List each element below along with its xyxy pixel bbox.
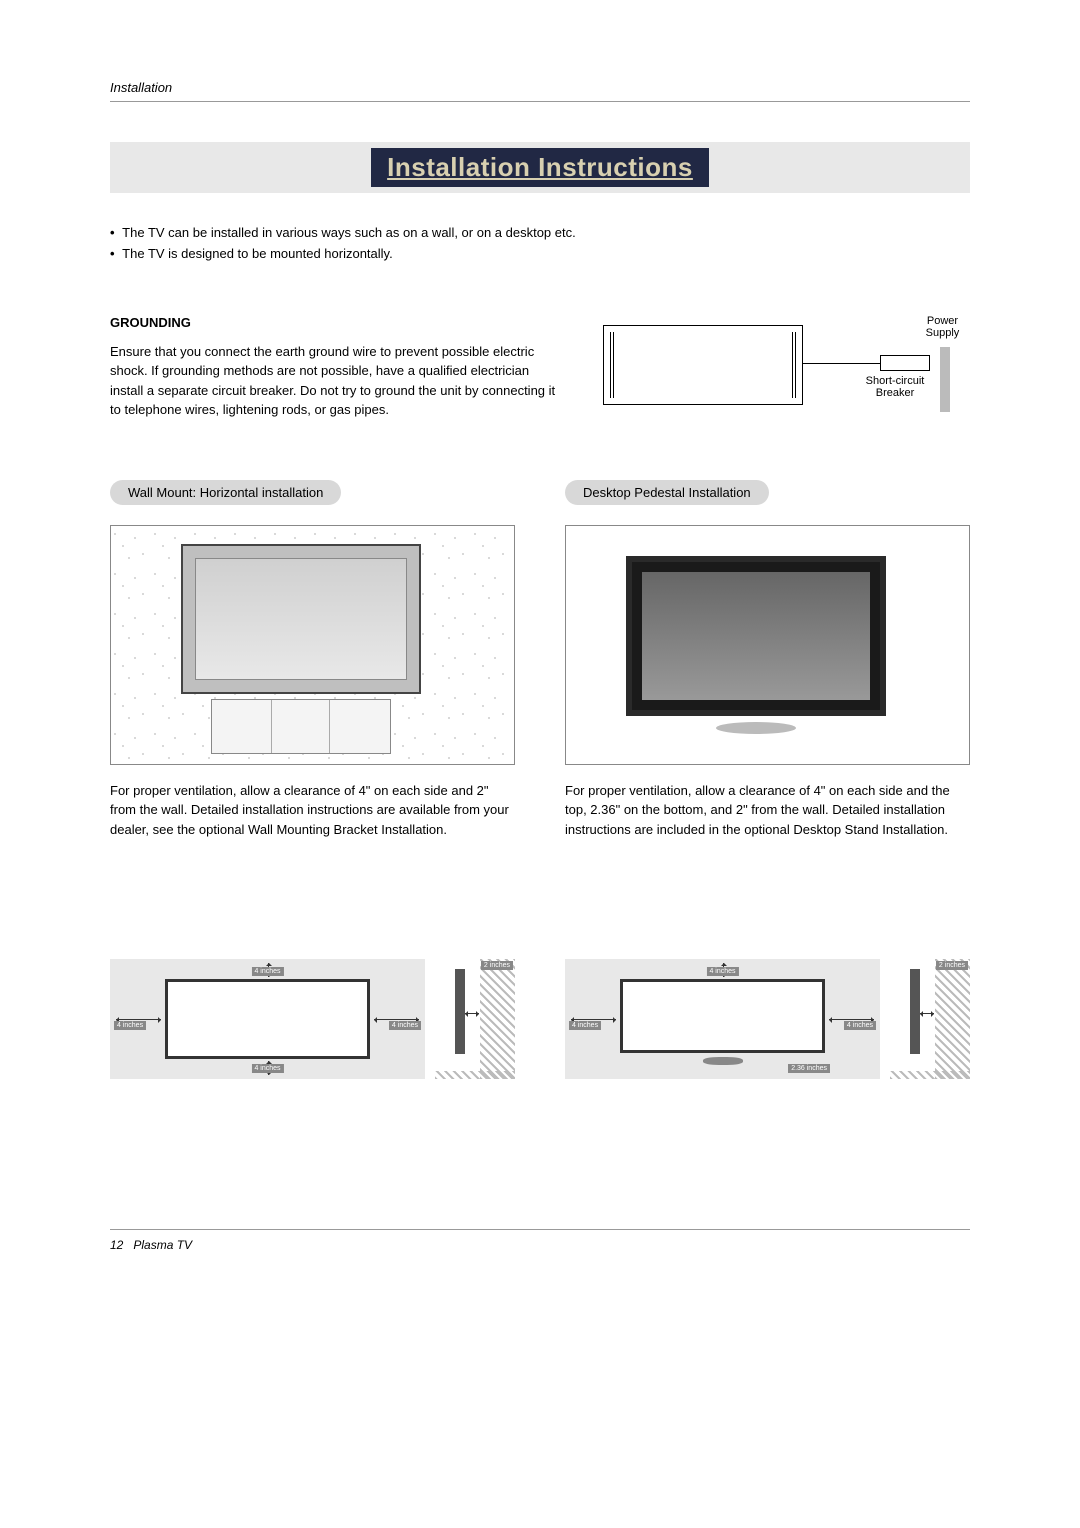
desk-stand-icon — [716, 722, 796, 734]
desktop-clearance-front: 4 inches 4 inches 4 inches 2.36 inches — [565, 959, 880, 1079]
clearance-label-left: 4 inches — [114, 1021, 146, 1030]
floor-hatch-icon — [435, 1071, 515, 1079]
wall-mount-illustration — [110, 525, 515, 765]
wall-clearance-diagram: 4 inches 4 inches 4 inches 4 inches 2 in… — [110, 959, 515, 1079]
grounding-text-block: GROUNDING Ensure that you connect the ea… — [110, 315, 563, 420]
arrow-icon — [116, 1019, 161, 1020]
page-footer: 12 Plasma TV — [110, 1238, 970, 1252]
wall-clearance-side: 2 inches — [445, 959, 515, 1079]
clearance-label-top: 4 inches — [251, 967, 283, 976]
intro-bullets: The TV can be installed in various ways … — [110, 223, 970, 265]
arrow-icon — [374, 1019, 419, 1020]
clearance-tv-icon — [165, 979, 370, 1059]
arrow-icon — [920, 1013, 934, 1014]
clearance-diagrams-row: 4 inches 4 inches 4 inches 4 inches 2 in… — [110, 959, 970, 1079]
arrow-icon — [465, 1013, 479, 1014]
install-methods-row: Wall Mount: Horizontal installation For … — [110, 480, 970, 840]
footer-divider — [110, 1229, 970, 1230]
clearance-label-top: 4 inches — [706, 967, 738, 976]
desk-tv-icon — [626, 556, 886, 716]
power-supply-bar — [940, 347, 950, 412]
desktop-pill: Desktop Pedestal Installation — [565, 480, 769, 505]
desktop-column: Desktop Pedestal Installation For proper… — [565, 480, 970, 840]
wall-mount-pill: Wall Mount: Horizontal installation — [110, 480, 341, 505]
grounding-section: GROUNDING Ensure that you connect the ea… — [110, 315, 970, 420]
clearance-label-right: 4 inches — [844, 1021, 876, 1030]
clearance-label-side: 2 inches — [936, 961, 968, 970]
page-number: 12 — [110, 1238, 123, 1252]
grounding-body: Ensure that you connect the earth ground… — [110, 342, 563, 420]
tv-rear-icon — [603, 325, 803, 405]
clearance-label-right: 4 inches — [389, 1021, 421, 1030]
arrow-icon — [829, 1019, 874, 1020]
clearance-stand-icon — [703, 1057, 743, 1065]
desktop-clearance-diagram: 4 inches 4 inches 4 inches 2.36 inches 2… — [565, 959, 970, 1079]
desktop-caption: For proper ventilation, allow a clearanc… — [565, 781, 970, 840]
floor-hatch-icon — [890, 1071, 970, 1079]
title-bar: Installation Instructions — [110, 142, 970, 193]
wall-hatch-icon — [935, 959, 970, 1079]
desktop-clearance-side: 2 inches — [900, 959, 970, 1079]
arrow-icon — [571, 1019, 616, 1020]
breaker-box-icon — [880, 355, 930, 371]
page-title: Installation Instructions — [371, 148, 709, 187]
wall-hatch-icon — [480, 959, 515, 1079]
clearance-label-bottom: 2.36 inches — [788, 1064, 830, 1073]
grounding-heading: GROUNDING — [110, 315, 563, 330]
bullet-item: The TV can be installed in various ways … — [110, 223, 970, 244]
clearance-label-left: 4 inches — [569, 1021, 601, 1030]
header-divider — [110, 101, 970, 102]
grounding-diagram: Power Supply Short-circuit Breaker — [593, 315, 970, 415]
clearance-label-bottom: 4 inches — [251, 1064, 283, 1073]
clearance-label-side: 2 inches — [481, 961, 513, 970]
power-supply-label: Power Supply — [915, 315, 970, 339]
desktop-illustration — [565, 525, 970, 765]
product-name: Plasma TV — [133, 1238, 192, 1252]
wall-tv-icon — [181, 544, 421, 694]
page-header: Installation — [110, 80, 970, 95]
cabinet-icon — [211, 699, 391, 754]
wall-mount-caption: For proper ventilation, allow a clearanc… — [110, 781, 515, 840]
breaker-label: Short-circuit Breaker — [850, 375, 940, 399]
clearance-tv-icon — [620, 979, 825, 1053]
bullet-item: The TV is designed to be mounted horizon… — [110, 244, 970, 265]
wall-mount-column: Wall Mount: Horizontal installation For … — [110, 480, 515, 840]
ground-wire — [803, 363, 883, 364]
wall-clearance-front: 4 inches 4 inches 4 inches 4 inches — [110, 959, 425, 1079]
